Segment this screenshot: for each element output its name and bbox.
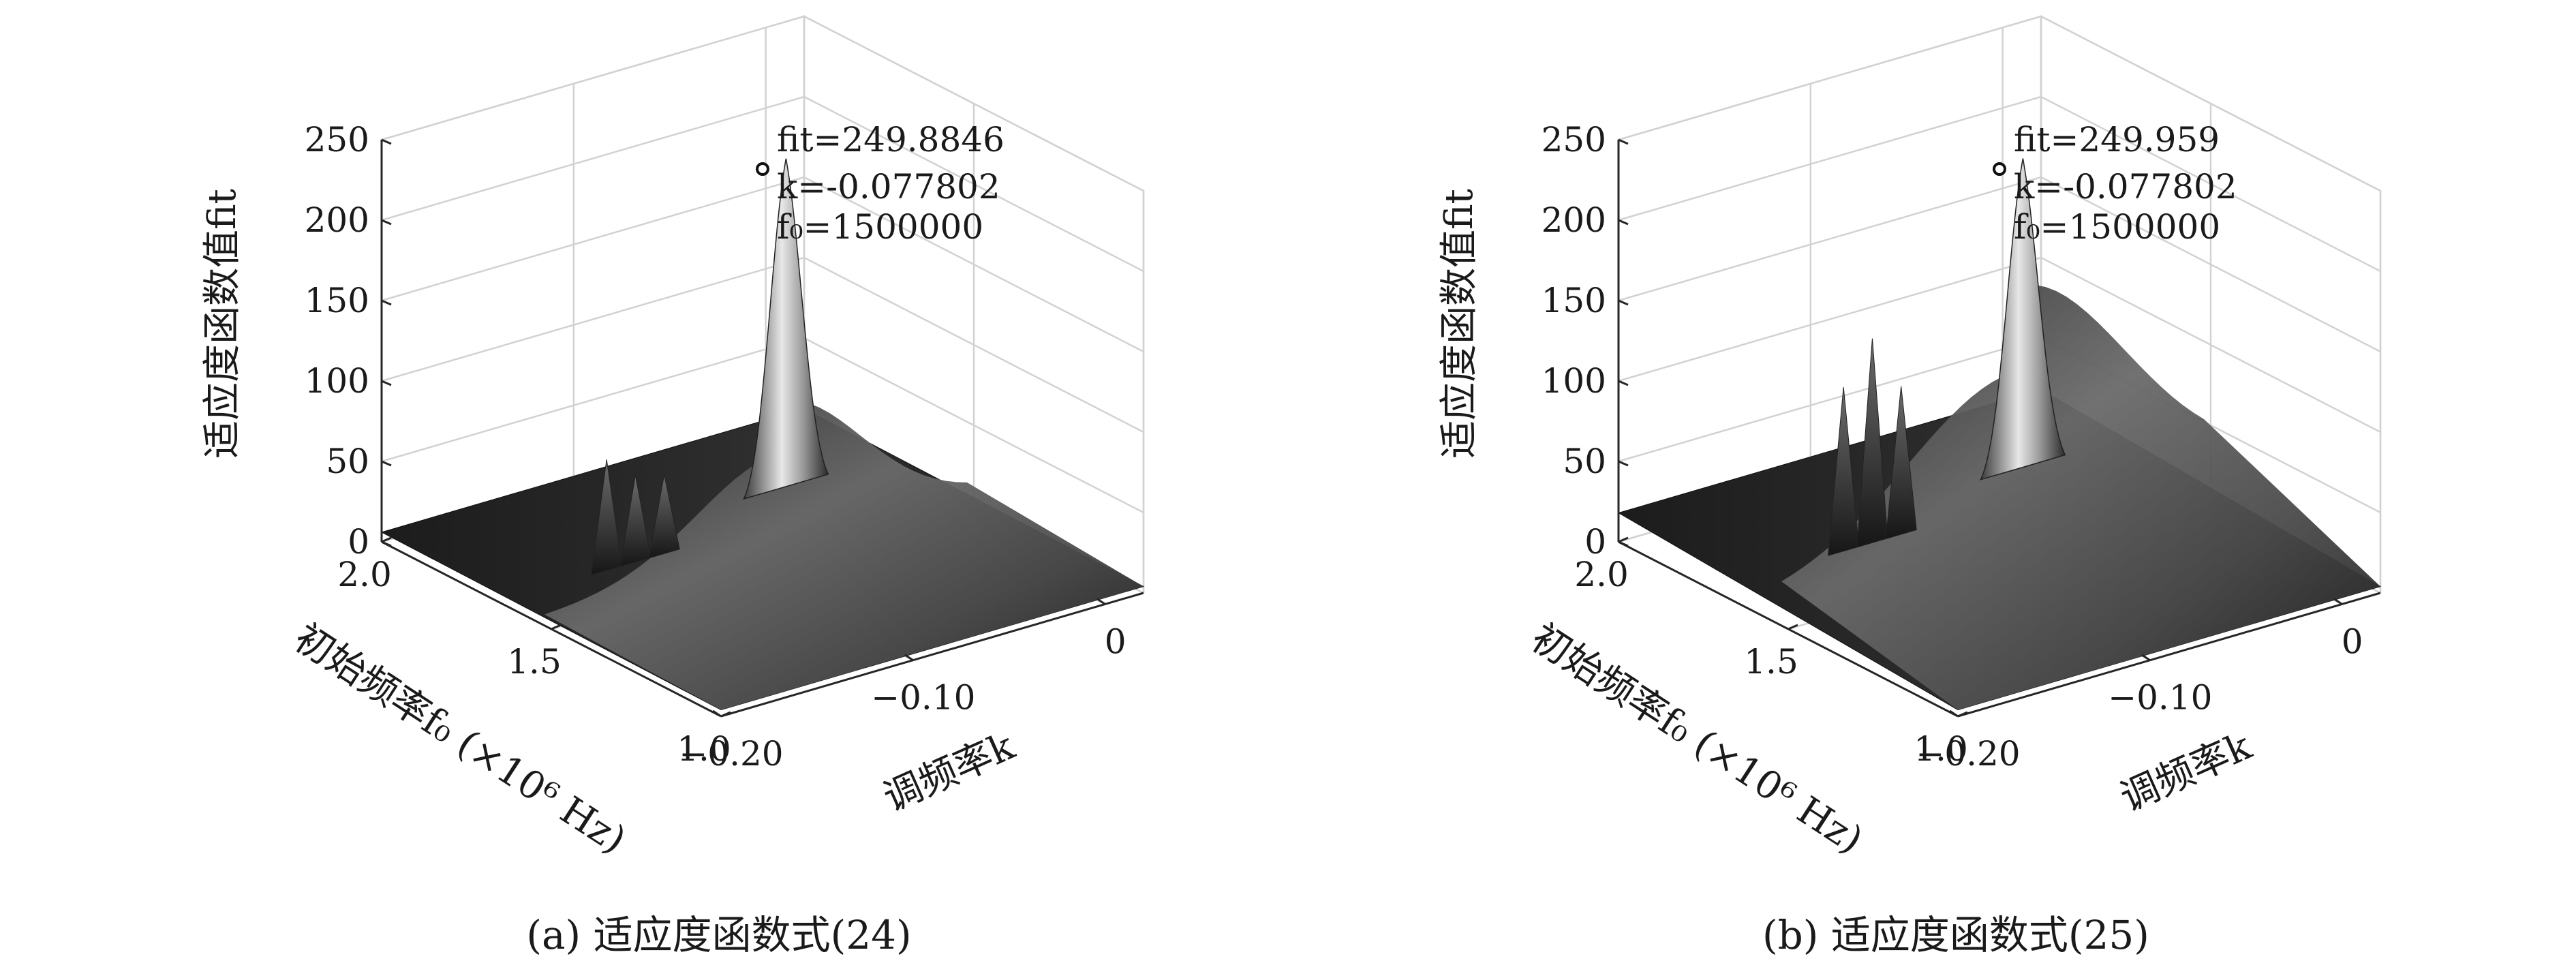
surface-spike <box>591 459 623 576</box>
surface-ridge <box>1781 285 2380 710</box>
y-tick-mark <box>381 536 392 543</box>
panel-caption: (b) 适应度函数式(25) <box>1762 912 2149 958</box>
z-tick-mark <box>1618 219 1629 226</box>
z-tick-label: 50 <box>326 442 369 481</box>
z-axis-label: 适应度函数值fit <box>1437 189 1482 459</box>
z-tick-label: 0 <box>348 522 369 562</box>
surface-spike <box>1828 386 1860 556</box>
x-axis-label: 调频率k <box>2114 724 2258 821</box>
z-tick-label: 150 <box>1542 281 1606 320</box>
x-tick-label: −0.10 <box>2108 678 2212 718</box>
z-tick-mark <box>381 540 392 547</box>
tick-labels: 0 50 100 150 200 250 1.0 1.5 2.0 −0.20 −0.10 0 <box>305 120 1126 774</box>
panel-caption: (a) 适应度函数式(24) <box>526 912 911 958</box>
z-tick-mark <box>1618 380 1629 386</box>
x-tick-label: 0 <box>1105 622 1126 661</box>
annotation-f0: f₀=1500000 <box>777 207 983 247</box>
y-tick-label: 1.5 <box>1744 642 1798 682</box>
z-tick-label: 200 <box>1542 200 1606 240</box>
x-axis-line <box>720 592 1144 718</box>
peak-marker <box>1993 162 2006 176</box>
surface-peak <box>742 158 829 500</box>
z-tick-label: 50 <box>1563 442 1606 481</box>
x-tick-label: −0.20 <box>1916 734 2020 774</box>
z-tick-label: 150 <box>305 281 369 320</box>
surface-plot <box>1617 158 2382 711</box>
peak-annotation: fit=249.8846 k=-0.077802 f₀=1500000 <box>756 120 1005 247</box>
tick-labels: 0 50 100 150 200 250 1.0 1.5 2.0 −0.20 −0.10 0 <box>1542 120 2363 774</box>
surface-spike <box>648 474 680 559</box>
y-tick-label: 2.0 <box>1574 555 1629 594</box>
y-tick-mark <box>1788 624 1798 630</box>
z-grid-line <box>381 176 1144 353</box>
z-tick-label: 250 <box>1542 120 1606 159</box>
x-tick-mark <box>2333 598 2343 605</box>
surface-peak <box>1979 158 2066 480</box>
z-tick-mark <box>381 138 392 145</box>
peak-annotation: fit=249.959 k=-0.077802 f₀=1500000 <box>1993 120 2237 247</box>
z-tick-mark <box>1618 138 1629 145</box>
z-tick-label: 100 <box>305 361 369 401</box>
z-grid-line <box>1618 95 2381 273</box>
x-tick-label: −0.10 <box>871 678 975 718</box>
x-tick-mark <box>712 709 722 718</box>
z-tick-mark <box>1618 540 1629 547</box>
surface-spike <box>1856 338 1888 548</box>
x-tick-label: 0 <box>2342 622 2363 661</box>
x-tick-label: −0.20 <box>679 734 783 774</box>
annotation-fit: fit=249.959 <box>2014 120 2220 159</box>
annotation-k: k=-0.077802 <box>2014 167 2237 207</box>
z-tick-mark <box>381 460 392 467</box>
y-axis-label: 初始频率f₀ (×10⁶ Hz) <box>1523 615 1871 862</box>
z-tick-label: 100 <box>1542 361 1606 401</box>
z-axis-label: 适应度函数值fit <box>200 189 245 459</box>
annotation-f0: f₀=1500000 <box>2014 207 2220 247</box>
x-tick-mark <box>2141 654 2151 661</box>
z-grid-line <box>381 95 1144 273</box>
y-tick-mark <box>1957 711 1968 718</box>
y-tick-mark <box>1618 536 1629 543</box>
z-tick-mark <box>381 299 392 306</box>
annotation-fit: fit=249.8846 <box>777 120 1005 159</box>
x-axis-line <box>1957 592 2381 718</box>
y-tick-label: 1.5 <box>507 642 562 682</box>
surface-ridge <box>545 401 1144 710</box>
z-tick-mark <box>381 380 392 386</box>
x-tick-mark <box>1096 598 1106 605</box>
z-tick-label: 0 <box>1584 522 1606 562</box>
z-tick-mark <box>1618 460 1629 467</box>
chart-panel-b: 0 50 100 150 200 250 1.0 1.5 2.0 −0.20 −0.10 0 适应度函… <box>1437 14 2382 958</box>
chart-panel-a: 0 50 100 150 200 250 1.0 1.5 2.0 −0.20 −0.10 0 适应度函… <box>200 14 1145 958</box>
y-tick-mark <box>551 624 562 630</box>
z-tick-label: 200 <box>305 200 369 240</box>
y-tick-label: 2.0 <box>337 555 392 594</box>
y-tick-label: 1.0 <box>1914 729 1968 769</box>
y-axis-label: 初始频率f₀ (×10⁶ Hz) <box>286 615 634 862</box>
surface-spike <box>1885 386 1917 540</box>
x-tick-mark <box>904 654 914 661</box>
x-axis-label: 调频率k <box>877 724 1022 821</box>
surface-plot <box>380 158 1145 711</box>
z-tick-mark <box>1618 299 1629 306</box>
z-tick-mark <box>381 219 392 226</box>
peak-marker <box>756 162 769 176</box>
y-tick-label: 1.0 <box>677 729 731 769</box>
x-tick-mark <box>1949 709 1959 718</box>
surface-spike <box>619 475 651 567</box>
z-tick-label: 250 <box>305 120 369 159</box>
annotation-k: k=-0.077802 <box>777 167 1000 207</box>
y-tick-mark <box>720 711 731 718</box>
z-grid-line <box>1618 176 2381 353</box>
